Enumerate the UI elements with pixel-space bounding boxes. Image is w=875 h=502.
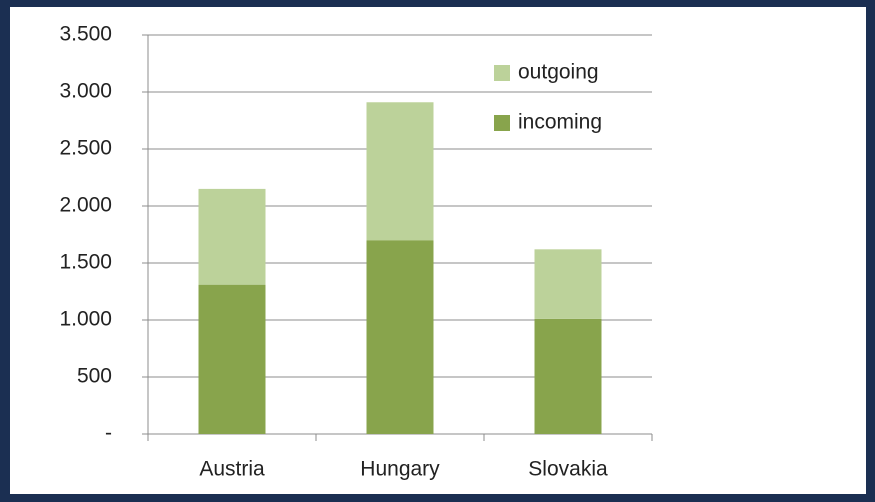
chart-area (10, 7, 866, 494)
x-tick-label: Hungary (360, 458, 440, 481)
bar-segment (534, 249, 602, 319)
bar-segment (366, 240, 434, 434)
x-tick-label: Slovakia (528, 458, 608, 481)
bar-segment (534, 318, 602, 434)
legend-swatch (494, 115, 510, 131)
legend-swatch (494, 65, 510, 81)
x-tick-label: Austria (199, 458, 265, 481)
y-tick-label: 2.500 (59, 137, 112, 160)
bar-segment (366, 102, 434, 241)
y-tick-label: 3.500 (59, 23, 112, 46)
y-tick-label: 1.000 (59, 308, 112, 331)
y-tick-label: 500 (77, 365, 112, 388)
bar-segment (198, 188, 266, 285)
legend-label: incoming (518, 111, 602, 134)
bar-segment (198, 284, 266, 434)
y-tick-label: 1.500 (59, 251, 112, 274)
y-tick-label: 2.000 (59, 194, 112, 217)
y-tick-label: 3.000 (59, 80, 112, 103)
y-tick-label: - (105, 422, 112, 445)
legend-label: outgoing (518, 61, 599, 84)
